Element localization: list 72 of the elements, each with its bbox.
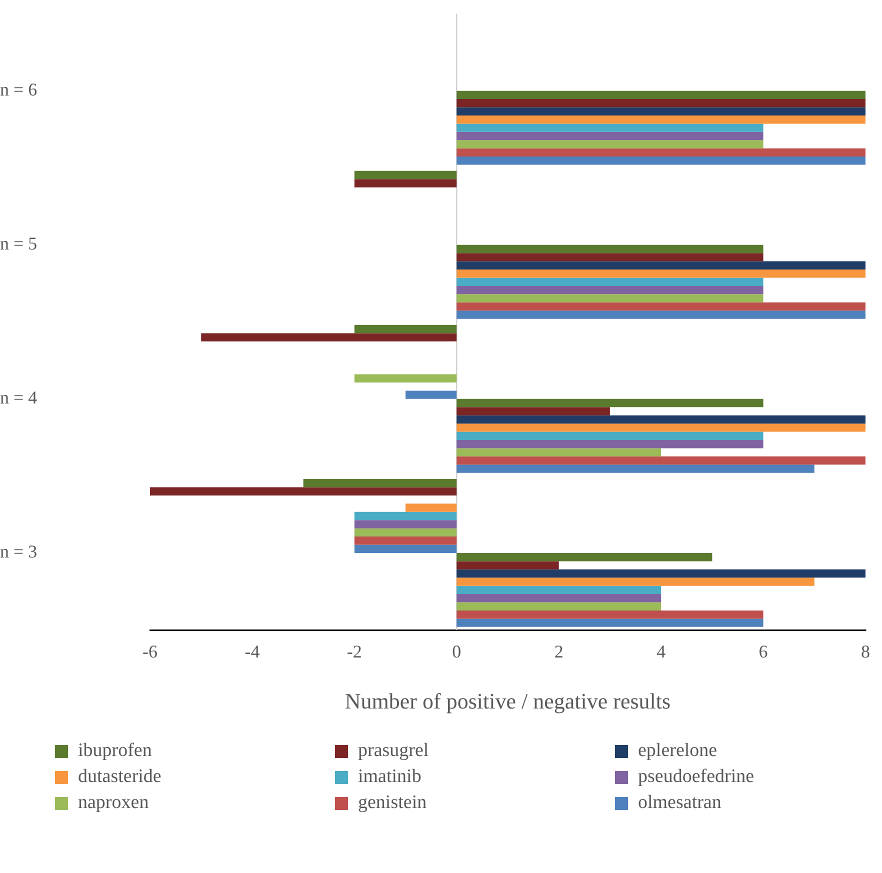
- bar: [456, 415, 866, 424]
- bar: [354, 544, 457, 553]
- bar: [456, 90, 866, 100]
- x-tick-label: 0: [452, 642, 462, 662]
- x-tick-label: -2: [346, 642, 362, 662]
- legend-label: ibuprofen: [78, 740, 152, 762]
- bar: [456, 594, 662, 602]
- x-tick-label: -4: [244, 642, 260, 662]
- x-tick-label: 8: [861, 642, 870, 662]
- bar: [456, 253, 764, 262]
- bar: [456, 156, 866, 165]
- bar: [406, 390, 457, 399]
- legend-label: prasugrel: [358, 740, 429, 762]
- bar: [354, 179, 457, 188]
- bar: [456, 244, 764, 254]
- bar: [303, 479, 457, 488]
- bar: [354, 324, 457, 334]
- bar: [456, 432, 764, 440]
- x-tick-label: 4: [656, 642, 666, 662]
- bar: [456, 278, 764, 286]
- bar: [354, 520, 457, 528]
- legend-label: pseudoefedrine: [638, 766, 754, 788]
- bar: [456, 294, 764, 302]
- bar: [456, 610, 764, 619]
- bar: [456, 270, 866, 278]
- bar: [456, 464, 814, 473]
- legend-label: eplerelone: [638, 740, 718, 762]
- bar: [456, 148, 866, 157]
- bar: [456, 124, 764, 132]
- bar: [201, 333, 457, 342]
- x-tick-label: -6: [142, 642, 158, 662]
- bar: [406, 504, 457, 512]
- legend-label: dutasteride: [78, 766, 162, 788]
- x-axis-title: Number of positive / negative results: [344, 688, 671, 714]
- bar: [456, 398, 764, 408]
- bar: [354, 536, 457, 545]
- bar: [456, 107, 866, 116]
- y-tick-label: n = 4: [0, 388, 38, 408]
- y-tick-label: n = 3: [0, 542, 38, 562]
- bar: [456, 552, 712, 562]
- bar: [456, 302, 866, 311]
- bar: [456, 448, 662, 456]
- bar: [456, 286, 764, 294]
- bar: [150, 487, 457, 496]
- y-tick-label: n = 6: [0, 80, 38, 100]
- bar: [354, 170, 457, 180]
- legend-label: imatinib: [358, 766, 422, 788]
- y-tick-label: n = 5: [0, 234, 38, 254]
- bar: [456, 132, 764, 140]
- bar: [354, 374, 457, 382]
- legend-label: genistein: [358, 792, 427, 814]
- bar: [456, 618, 764, 627]
- bar: [456, 561, 559, 570]
- bar: [456, 407, 610, 416]
- x-tick-label: 2: [554, 642, 564, 662]
- bar: [456, 424, 866, 432]
- bar: [456, 99, 866, 108]
- bar: [456, 310, 866, 319]
- x-tick-label: 6: [758, 642, 768, 662]
- bar: [456, 140, 764, 148]
- bar: [456, 440, 764, 448]
- bar: [354, 512, 457, 520]
- bar: [354, 528, 457, 537]
- bar: [456, 569, 866, 578]
- bar: [456, 456, 866, 465]
- legend-label: olmesatran: [638, 792, 722, 814]
- bar: [456, 261, 866, 270]
- bar: [456, 578, 814, 586]
- bar: [456, 602, 662, 610]
- bar: [456, 586, 662, 594]
- bar: [456, 115, 866, 124]
- legend-label: naproxen: [78, 792, 149, 814]
